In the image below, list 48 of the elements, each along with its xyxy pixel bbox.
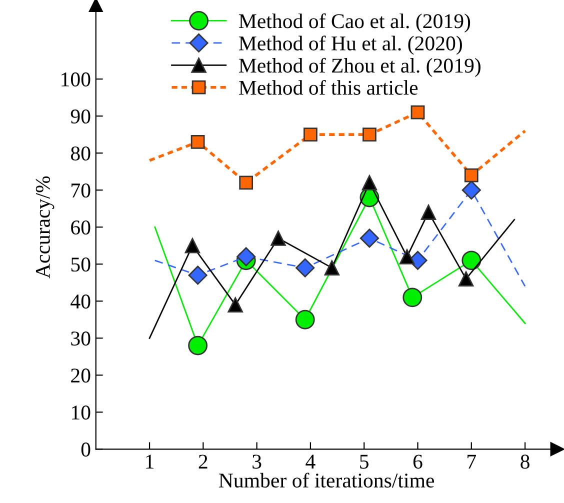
y-tick-label: 40 bbox=[70, 294, 90, 309]
point bbox=[236, 247, 256, 266]
point bbox=[420, 204, 436, 220]
y-tick-label: 70 bbox=[72, 183, 90, 198]
y-tick-label: 80 bbox=[70, 146, 90, 161]
legend-label: Method of this article bbox=[238, 80, 418, 95]
legend-label: Method of Cao et al. (2019) bbox=[238, 13, 470, 32]
x-tick-label: 3 bbox=[252, 454, 262, 469]
point bbox=[362, 128, 376, 142]
point bbox=[324, 260, 340, 276]
point bbox=[188, 266, 208, 285]
point bbox=[464, 168, 478, 182]
point bbox=[239, 176, 254, 190]
y-tick-label: 0 bbox=[81, 442, 90, 457]
point bbox=[296, 258, 315, 278]
point bbox=[270, 230, 286, 246]
x-tick-label: 1 bbox=[146, 454, 154, 468]
y-tick-label: 100 bbox=[62, 72, 90, 86]
point bbox=[304, 128, 318, 142]
y-tick-label: 50 bbox=[71, 257, 90, 272]
point bbox=[362, 175, 378, 190]
y-tick-label: 90 bbox=[70, 109, 90, 124]
x-tick-label: 8 bbox=[520, 454, 530, 469]
point bbox=[458, 271, 474, 287]
y-tick-label: 20 bbox=[71, 368, 90, 383]
point bbox=[190, 135, 205, 149]
x-axis-title: Number of iterations/time bbox=[218, 472, 434, 488]
point bbox=[410, 105, 425, 120]
point bbox=[228, 297, 243, 312]
point bbox=[360, 228, 380, 248]
x-tick-label: 7 bbox=[468, 454, 476, 468]
x-tick-label: 6 bbox=[413, 454, 422, 469]
x-tick-label: 2 bbox=[198, 454, 208, 468]
y-axis-title: Accuracy/% bbox=[36, 176, 54, 278]
legend-label: Method of Hu et al. (2020) bbox=[238, 36, 462, 55]
point bbox=[462, 250, 482, 270]
point bbox=[399, 249, 415, 264]
x-tick-label: 4 bbox=[306, 454, 316, 468]
y-tick-label: 10 bbox=[72, 406, 90, 420]
point bbox=[402, 288, 422, 308]
x-tick-label: 5 bbox=[360, 454, 368, 469]
legend-label: Method of Zhou et al. (2019) bbox=[238, 58, 480, 77]
y-tick-label: 60 bbox=[71, 220, 90, 235]
point bbox=[184, 238, 200, 254]
y-tick-label: 30 bbox=[71, 332, 90, 346]
point bbox=[188, 336, 208, 356]
point bbox=[295, 310, 315, 330]
point bbox=[462, 180, 481, 200]
